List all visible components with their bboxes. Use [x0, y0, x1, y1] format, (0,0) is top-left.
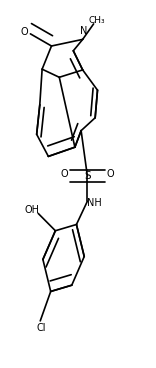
Text: OH: OH [24, 205, 39, 215]
Text: S: S [84, 171, 91, 181]
Text: O: O [107, 169, 114, 179]
Text: O: O [60, 169, 68, 179]
Text: Cl: Cl [36, 322, 46, 333]
Text: O: O [20, 27, 28, 37]
Text: CH₃: CH₃ [89, 17, 105, 25]
Text: N: N [80, 26, 87, 36]
Text: NH: NH [87, 198, 101, 208]
